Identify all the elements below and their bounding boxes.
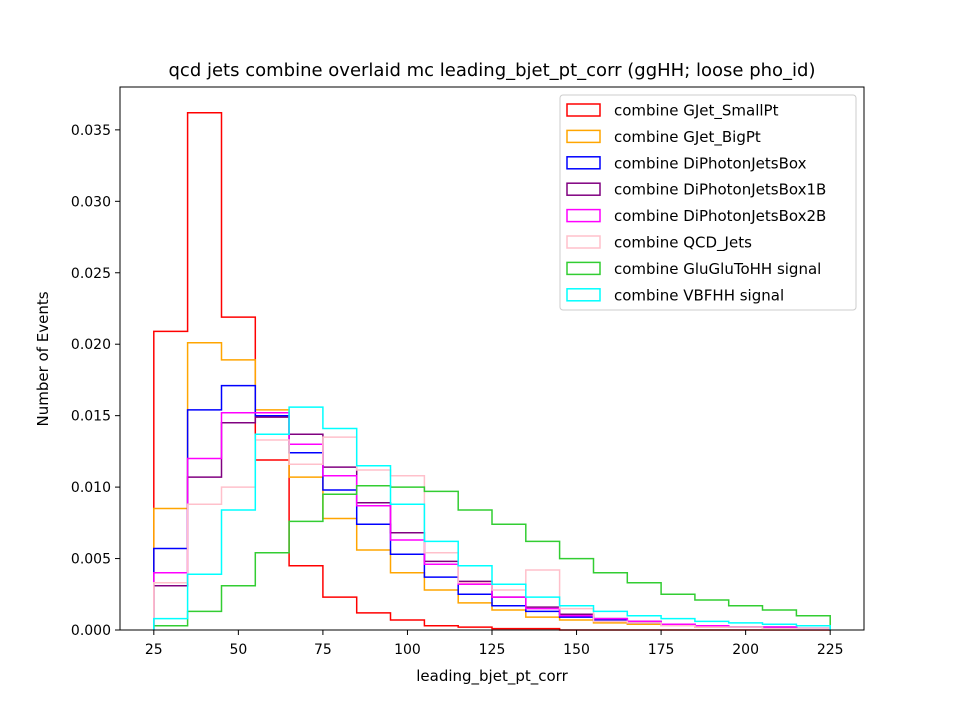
y-axis-label: Number of Events <box>34 291 52 426</box>
y-tick-label: 0.030 <box>71 194 111 210</box>
x-tick-label: 25 <box>145 642 163 658</box>
legend-swatch <box>566 261 601 276</box>
legend-label: combine GluGluToHH signal <box>614 260 821 278</box>
x-tick-label: 150 <box>563 642 590 658</box>
legend-label: combine DiPhotonJetsBox1B <box>614 181 826 199</box>
y-tick-label: 0.020 <box>71 337 111 353</box>
series-layer <box>153 111 831 631</box>
x-tick-label: 75 <box>314 642 332 658</box>
legend-label: combine QCD_Jets <box>614 234 752 253</box>
x-axis-label: leading_bjet_pt_corr <box>416 667 568 686</box>
x-tick-label: 175 <box>648 642 675 658</box>
plot-area <box>119 86 865 631</box>
legend-swatch <box>566 103 601 117</box>
x-tick-label: 100 <box>394 642 421 658</box>
legend-swatch <box>566 129 601 144</box>
y-tick-label: 0.035 <box>71 123 111 139</box>
series-step-6 <box>153 484 831 630</box>
legend-label: combine DiPhotonJetsBox <box>614 154 807 172</box>
chart-title: qcd jets combine overlaid mc leading_bje… <box>169 60 816 81</box>
x-tick-label: 50 <box>229 642 247 658</box>
legend-label: combine VBFHH signal <box>614 286 784 304</box>
x-tick-label: 225 <box>817 642 844 658</box>
series-step-7 <box>153 406 831 630</box>
y-tick-label: 0.025 <box>71 266 111 282</box>
x-tick-label: 200 <box>732 642 759 658</box>
legend-box <box>559 94 857 311</box>
legend-swatch <box>566 288 601 302</box>
y-axis: 0.000 0.005 0.010 0.015 0.020 0.025 0.030 0.035 <box>71 123 120 639</box>
y-tick-label: 0.005 <box>71 552 111 568</box>
legend-swatch <box>566 208 601 223</box>
legend-swatch <box>566 182 601 196</box>
x-tick-label: 125 <box>479 642 506 658</box>
legend-label: combine GJet_SmallPt <box>614 102 779 121</box>
y-tick-label: 0.010 <box>71 480 111 496</box>
legend-swatch <box>566 156 601 170</box>
y-tick-label: 0.000 <box>71 623 111 639</box>
x-axis: 25 50 75 100 125 150 175 200 225 <box>145 630 844 658</box>
legend-swatch <box>566 235 601 249</box>
legend-label: combine DiPhotonJetsBox2B <box>614 207 826 225</box>
y-tick-label: 0.015 <box>71 409 111 425</box>
legend-label: combine GJet_BigPt <box>614 128 761 147</box>
